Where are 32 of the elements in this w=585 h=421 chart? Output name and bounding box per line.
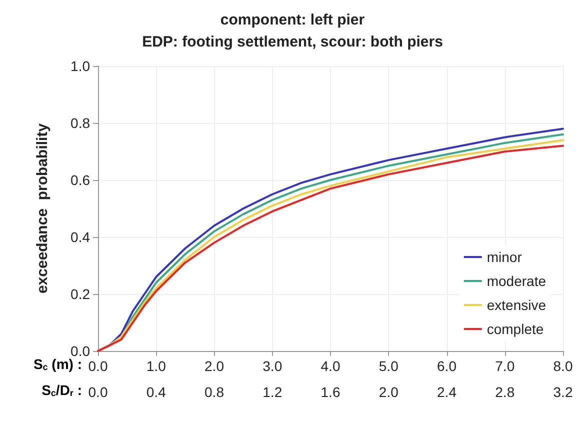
x-tick-label: 3.0 (262, 358, 282, 374)
x2-tick-label: 2.4 (437, 384, 457, 400)
legend-label: minor (486, 249, 522, 265)
x-tick-label: 0.0 (88, 358, 108, 374)
y-tick-label: 0.0 (70, 343, 90, 359)
x-tick-label: 2.0 (204, 358, 224, 374)
y-tick-label: 0.2 (70, 286, 90, 302)
chart-title: component: left pier EDP: footing settlement, scour: both piers (142, 12, 443, 50)
x-tick-label: 8.0 (553, 358, 573, 374)
x2-tick-label: 1.6 (320, 384, 340, 400)
x2-tick-label: 0.8 (204, 384, 224, 400)
y-axis-title: exceedance probability (34, 122, 51, 294)
legend-label: extensive (486, 297, 546, 313)
legend-label: complete (486, 321, 544, 337)
x2-tick-label: 3.2 (553, 384, 573, 400)
y-tick-label: 0.8 (70, 115, 90, 131)
x2-tick-label: 1.2 (262, 384, 282, 400)
x-tick-label: 7.0 (495, 358, 515, 374)
x2-tick-label: 2.8 (495, 384, 515, 400)
x2-tick-label: 0.4 (146, 384, 166, 400)
x2-tick-label: 0.0 (88, 384, 108, 400)
legend-label: moderate (486, 273, 546, 289)
x2-tick-label: 2.0 (378, 384, 399, 400)
y-tick-label: 1.0 (70, 58, 90, 74)
x2-axis-title: Sc/Dr : (42, 382, 82, 398)
y-tick-label: 0.4 (70, 229, 90, 245)
x-tick-label: 4.0 (320, 358, 340, 374)
x-tick-label: 6.0 (437, 358, 457, 374)
y-tick-label: 0.6 (70, 172, 90, 188)
x-axis-title: Sc (m) : (33, 356, 82, 372)
x-tick-label: 1.0 (146, 358, 166, 374)
x-tick-label: 5.0 (378, 358, 399, 374)
